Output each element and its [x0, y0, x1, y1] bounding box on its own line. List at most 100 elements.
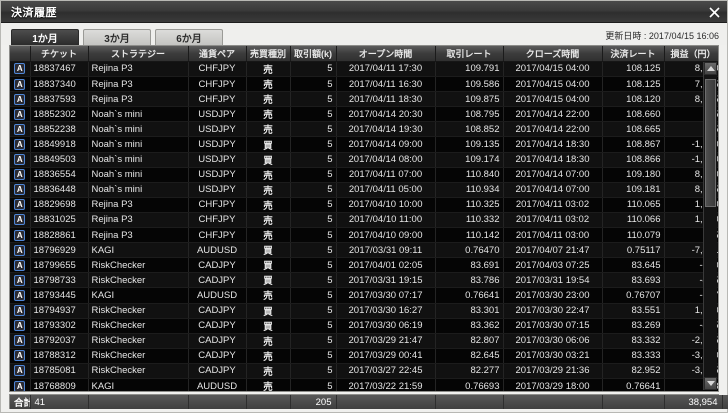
- table-row[interactable]: A 18836554 Noah`s mini USDJPY 売 5 2017/04/11 0…: [10, 167, 718, 183]
- cell-strategy: Noah`s mini: [88, 167, 189, 183]
- table-row[interactable]: A 18849503 Noah`s mini USDJPY 買 5 2017/04/14 0…: [10, 152, 718, 168]
- col-header-volume[interactable]: 取引額(k): [290, 46, 337, 62]
- account-a-icon[interactable]: A: [14, 289, 26, 301]
- table-row[interactable]: A 18796929 KAGI AUDUSD 買 5 2017/03/31 09:11 0.7…: [10, 242, 718, 259]
- total-blank-close-time: [503, 395, 603, 409]
- cell-open-rate: 110.840: [435, 167, 504, 183]
- scroll-up-button[interactable]: [704, 62, 717, 75]
- tab-1month[interactable]: 1か月: [11, 29, 79, 45]
- account-a-icon[interactable]: A: [14, 123, 26, 135]
- col-header-open-time[interactable]: オープン時間: [336, 46, 436, 62]
- account-a-icon[interactable]: A: [14, 365, 26, 377]
- account-a-icon[interactable]: A: [14, 259, 26, 271]
- scroll-down-button[interactable]: [704, 377, 717, 390]
- close-button[interactable]: [701, 1, 727, 23]
- account-a-icon[interactable]: A: [14, 244, 26, 256]
- scrollbar-thumb[interactable]: [705, 79, 716, 207]
- cell-open-rate: 83.691: [435, 257, 504, 274]
- total-label: 合計: [10, 395, 31, 409]
- account-a-icon[interactable]: A: [14, 274, 26, 286]
- account-a-icon[interactable]: A: [14, 335, 26, 347]
- table-row[interactable]: A 18828861 Rejina P3 CHFJPY 売 5 2017/04/10 09:…: [10, 227, 718, 244]
- cell-open-time: 2017/04/10 10:00: [336, 197, 436, 213]
- account-a-icon[interactable]: A: [14, 184, 26, 196]
- totals-row: 合計 41 205 38,954 754.9: [9, 394, 728, 409]
- vertical-scrollbar[interactable]: [703, 62, 717, 390]
- row-account-icon-cell: A: [10, 61, 31, 78]
- table-row[interactable]: A 18836448 Noah`s mini USDJPY 売 5 2017/04/11 0…: [10, 182, 718, 198]
- account-a-icon[interactable]: A: [14, 154, 26, 166]
- table-row[interactable]: A 18798733 RiskChecker CADJPY 買 5 2017/03/31 1…: [10, 272, 718, 289]
- table-row[interactable]: A 18794937 RiskChecker CADJPY 買 5 2017/03/30 1…: [10, 303, 718, 319]
- cell-open-time: 2017/04/14 19:30: [336, 121, 436, 138]
- cell-pair: CADJPY: [188, 272, 247, 289]
- cell-open-rate: 82.645: [435, 348, 504, 364]
- row-account-icon-cell: A: [10, 272, 31, 289]
- cell-side: 買: [246, 272, 291, 289]
- table-row[interactable]: A 18799655 RiskChecker CADJPY 買 5 2017/04/01 0…: [10, 257, 718, 274]
- table-row[interactable]: A 18831025 Rejina P3 CHFJPY 売 5 2017/04/10 11:…: [10, 212, 718, 229]
- account-a-icon[interactable]: A: [14, 139, 26, 150]
- account-a-icon[interactable]: A: [14, 108, 26, 120]
- cell-side: 買: [246, 152, 291, 168]
- account-a-icon[interactable]: A: [14, 199, 26, 211]
- account-a-icon[interactable]: A: [14, 93, 26, 105]
- cell-open-rate: 109.791: [435, 61, 504, 78]
- account-a-icon[interactable]: A: [14, 169, 26, 181]
- table-row[interactable]: A 18793445 KAGI AUDUSD 売 5 2017/03/30 07:17 0.7…: [10, 287, 718, 304]
- cell-volume: 5: [290, 76, 337, 93]
- table-row[interactable]: A 18785081 RiskChecker CADJPY 売 5 2017/03/27 2…: [10, 363, 718, 379]
- total-blank-pair: [188, 395, 247, 409]
- table-row[interactable]: A 18768809 KAGI AUDUSD 売 5 2017/03/22 21:59 0.7…: [10, 378, 718, 391]
- cell-ticket: 18849503: [30, 152, 89, 168]
- table-row[interactable]: A 18837340 Rejina P3 CHFJPY 売 5 2017/04/11 16:…: [10, 76, 718, 93]
- cell-strategy: Rejina P3: [88, 61, 189, 78]
- col-header-ticket[interactable]: チケット: [30, 46, 89, 62]
- table-row[interactable]: A 18852302 Noah`s mini USDJPY 売 5 2017/04/14 2…: [10, 106, 718, 123]
- account-a-icon[interactable]: A: [14, 229, 26, 241]
- account-a-icon[interactable]: A: [14, 380, 26, 391]
- cell-side: 買: [246, 136, 291, 153]
- cell-volume: 5: [290, 91, 337, 108]
- table-row[interactable]: A 18792037 RiskChecker CADJPY 売 5 2017/03/29 2…: [10, 333, 718, 349]
- cell-strategy: RiskChecker: [88, 303, 189, 319]
- table-row[interactable]: A 18849918 Noah`s mini USDJPY 買 5 2017/04/14 0…: [10, 136, 718, 153]
- cell-strategy: Rejina P3: [88, 91, 189, 108]
- col-header-strategy[interactable]: ストラテジー: [88, 46, 189, 62]
- account-a-icon[interactable]: A: [14, 305, 26, 317]
- col-header-side[interactable]: 売買種別: [246, 46, 291, 62]
- table-body-scroll[interactable]: A 18837467 Rejina P3 CHFJPY 売 5 2017/04/11 17:…: [10, 61, 718, 391]
- cell-open-time: 2017/03/31 19:15: [336, 272, 436, 289]
- account-a-icon[interactable]: A: [14, 320, 26, 332]
- table-row[interactable]: A 18852238 Noah`s mini USDJPY 売 5 2017/04/14 1…: [10, 121, 718, 138]
- cell-open-time: 2017/03/30 16:27: [336, 303, 436, 319]
- cell-open-time: 2017/04/11 16:30: [336, 76, 436, 93]
- account-a-icon[interactable]: A: [14, 350, 26, 362]
- col-header-pl-yen[interactable]: 損益（円）: [664, 46, 718, 62]
- scrollbar-track[interactable]: [704, 75, 717, 377]
- col-header-close-rate[interactable]: 決済レート: [602, 46, 665, 62]
- tab-6months[interactable]: 6か月: [155, 29, 223, 45]
- cell-open-rate: 109.875: [435, 91, 504, 108]
- cell-side: 売: [246, 167, 291, 183]
- table-row[interactable]: A 18788312 RiskChecker CADJPY 売 5 2017/03/29 0…: [10, 348, 718, 364]
- account-a-icon[interactable]: A: [14, 214, 26, 226]
- cell-close-rate: 83.645: [602, 257, 665, 274]
- col-header-pair[interactable]: 通貨ペア: [188, 46, 247, 62]
- col-header-open-rate[interactable]: 取引レート: [435, 46, 504, 62]
- cell-open-time: 2017/04/01 02:05: [336, 257, 436, 274]
- account-a-icon[interactable]: A: [14, 63, 26, 75]
- table-row[interactable]: A 18829698 Rejina P3 CHFJPY 売 5 2017/04/10 10:…: [10, 197, 718, 213]
- table-row[interactable]: A 18793302 RiskChecker CADJPY 買 5 2017/03/30 0…: [10, 318, 718, 334]
- col-header-icon[interactable]: [10, 46, 31, 62]
- cell-ticket: 18836554: [30, 167, 89, 183]
- cell-pair: USDJPY: [188, 182, 247, 198]
- table-row[interactable]: A 18837467 Rejina P3 CHFJPY 売 5 2017/04/11 17:…: [10, 61, 718, 78]
- tab-1month-label: 1か月: [32, 34, 58, 45]
- col-header-close-time[interactable]: クローズ時間: [503, 46, 603, 62]
- cell-side: 売: [246, 121, 291, 138]
- cell-open-time: 2017/03/22 21:59: [336, 378, 436, 391]
- table-row[interactable]: A 18837593 Rejina P3 CHFJPY 売 5 2017/04/11 18:…: [10, 91, 718, 108]
- tab-3months[interactable]: 3か月: [83, 29, 151, 45]
- account-a-icon[interactable]: A: [14, 78, 26, 90]
